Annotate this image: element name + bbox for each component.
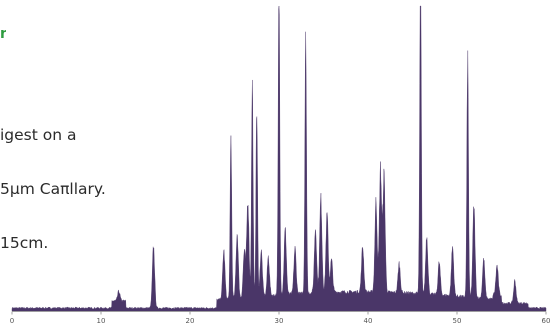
x-tick-label: 20 bbox=[186, 317, 195, 325]
caption-line: 5µm Caπllary. bbox=[0, 180, 106, 198]
x-tick-label: 10 bbox=[97, 317, 106, 325]
x-tick-label: 30 bbox=[275, 317, 284, 325]
x-tick-label: 50 bbox=[453, 317, 462, 325]
x-tick-label: 60 bbox=[542, 317, 551, 325]
caption-text: igest on a 5µm Caπllary. 15cm. bbox=[0, 90, 106, 288]
x-tick-label: 0 bbox=[10, 317, 14, 325]
chromatogram-trace bbox=[11, 5, 547, 312]
x-tick-label: 40 bbox=[364, 317, 373, 325]
caption-line: igest on a bbox=[0, 126, 77, 144]
corner-mark: n bbox=[0, 30, 6, 39]
caption-line: 15cm. bbox=[0, 234, 49, 252]
